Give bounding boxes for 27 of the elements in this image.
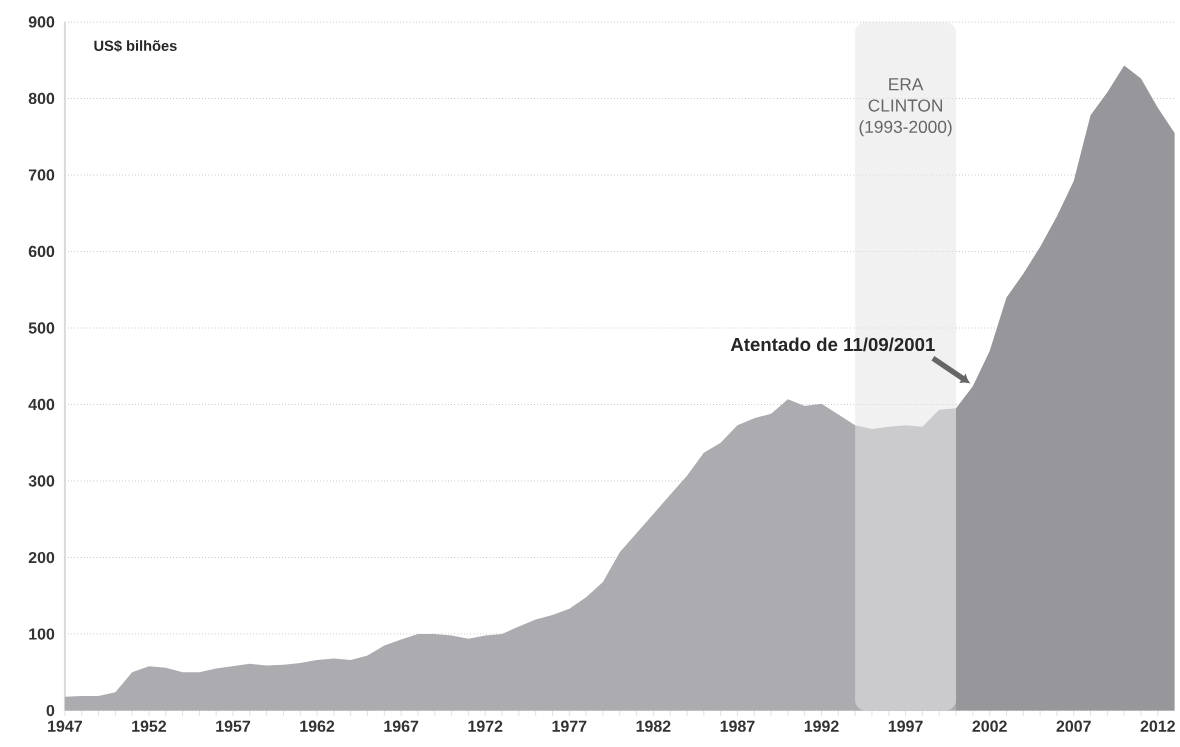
y-tick-label: 200 bbox=[28, 551, 55, 563]
band-label: ERA CLINTON (1993-2000) bbox=[859, 78, 952, 137]
y-tick-label: 0 bbox=[46, 704, 55, 716]
x-tick-label: 1952 bbox=[132, 720, 167, 732]
x-tick-label: 1962 bbox=[300, 720, 335, 732]
x-tick-label: 2002 bbox=[972, 720, 1007, 732]
x-tick-label: 2012 bbox=[1140, 720, 1175, 732]
x-tick-label: 1947 bbox=[48, 720, 82, 732]
x-tick-label: 1982 bbox=[636, 720, 671, 732]
annotation: Atentado de 11/09/2001 bbox=[730, 337, 935, 352]
y-tick-label: 100 bbox=[29, 628, 55, 640]
x-tick-label: 1977 bbox=[552, 720, 587, 732]
y-tick-label: 700 bbox=[28, 169, 55, 181]
y-tick-label: 300 bbox=[28, 475, 55, 487]
y-tick-label: 500 bbox=[28, 322, 55, 334]
x-tick-label: 1992 bbox=[804, 720, 839, 732]
x-tick-label: 1987 bbox=[720, 720, 755, 732]
y-tick-label: 800 bbox=[28, 92, 55, 104]
y-axis-title: US$ bilhões bbox=[94, 39, 177, 52]
y-tick-label: 900 bbox=[28, 16, 55, 28]
y-tick-label: 400 bbox=[28, 398, 55, 410]
x-tick-label: 1957 bbox=[216, 720, 251, 732]
x-tick-label: 2007 bbox=[1056, 720, 1091, 732]
x-tick-label: 1972 bbox=[468, 720, 503, 732]
x-tick-label: 1997 bbox=[888, 720, 923, 732]
y-tick-label: 600 bbox=[28, 245, 55, 257]
x-tick-label: 1967 bbox=[384, 720, 419, 732]
